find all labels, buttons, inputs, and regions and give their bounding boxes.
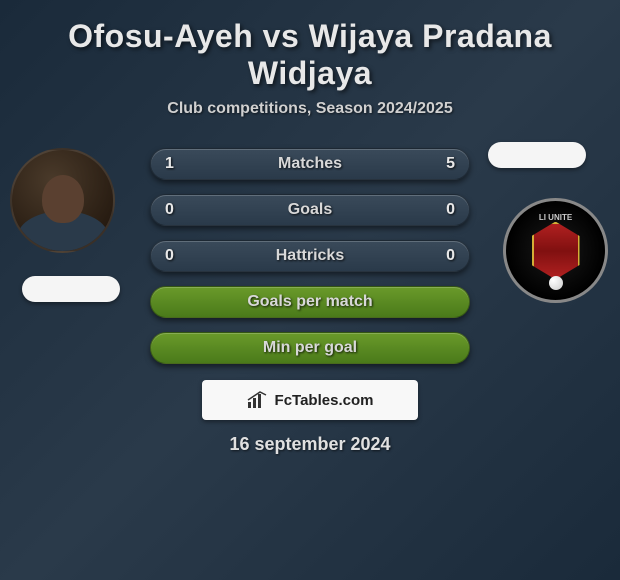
- stat-row-goals: 0 Goals 0: [150, 194, 470, 226]
- date-label: 16 september 2024: [10, 434, 610, 455]
- player-right-club-badge: LI UNITE: [503, 198, 608, 313]
- stat-row-goals-per-match: Goals per match: [150, 286, 470, 318]
- stats-bars: 1 Matches 5 0 Goals 0 0 Hattricks 0 Goal…: [150, 148, 470, 364]
- stat-label: Goals: [288, 201, 332, 219]
- stat-value-left: 0: [165, 247, 174, 265]
- comparison-content: LI UNITE 1 Matches 5 0 Goals 0 0 Hattric…: [0, 148, 620, 455]
- stat-value-left: 1: [165, 155, 174, 173]
- stat-label: Goals per match: [247, 293, 372, 311]
- brand-text: FcTables.com: [275, 392, 374, 409]
- stat-label: Matches: [278, 155, 342, 173]
- badge-circle: LI UNITE: [503, 198, 608, 303]
- page-title: Ofosu-Ayeh vs Wijaya Pradana Widjaya: [0, 0, 620, 100]
- stat-value-right: 0: [446, 247, 455, 265]
- player-left-avatar: [10, 148, 115, 253]
- avatar-head-shape: [42, 175, 84, 223]
- brand-box: FcTables.com: [202, 380, 418, 420]
- stat-label: Hattricks: [276, 247, 344, 265]
- stat-row-matches: 1 Matches 5: [150, 148, 470, 180]
- stat-value-left: 0: [165, 201, 174, 219]
- player-right-team-pill: [488, 142, 586, 168]
- stat-value-right: 0: [446, 201, 455, 219]
- player-left-team-pill: [22, 276, 120, 302]
- soccer-ball-icon: [549, 276, 563, 290]
- subtitle: Club competitions, Season 2024/2025: [0, 100, 620, 118]
- bar-chart-icon: [247, 391, 269, 409]
- stat-value-right: 5: [446, 155, 455, 173]
- badge-text: LI UNITE: [506, 213, 605, 222]
- stat-row-hattricks: 0 Hattricks 0: [150, 240, 470, 272]
- stat-row-min-per-goal: Min per goal: [150, 332, 470, 364]
- badge-shield-icon: [532, 222, 580, 280]
- stat-label: Min per goal: [263, 339, 357, 357]
